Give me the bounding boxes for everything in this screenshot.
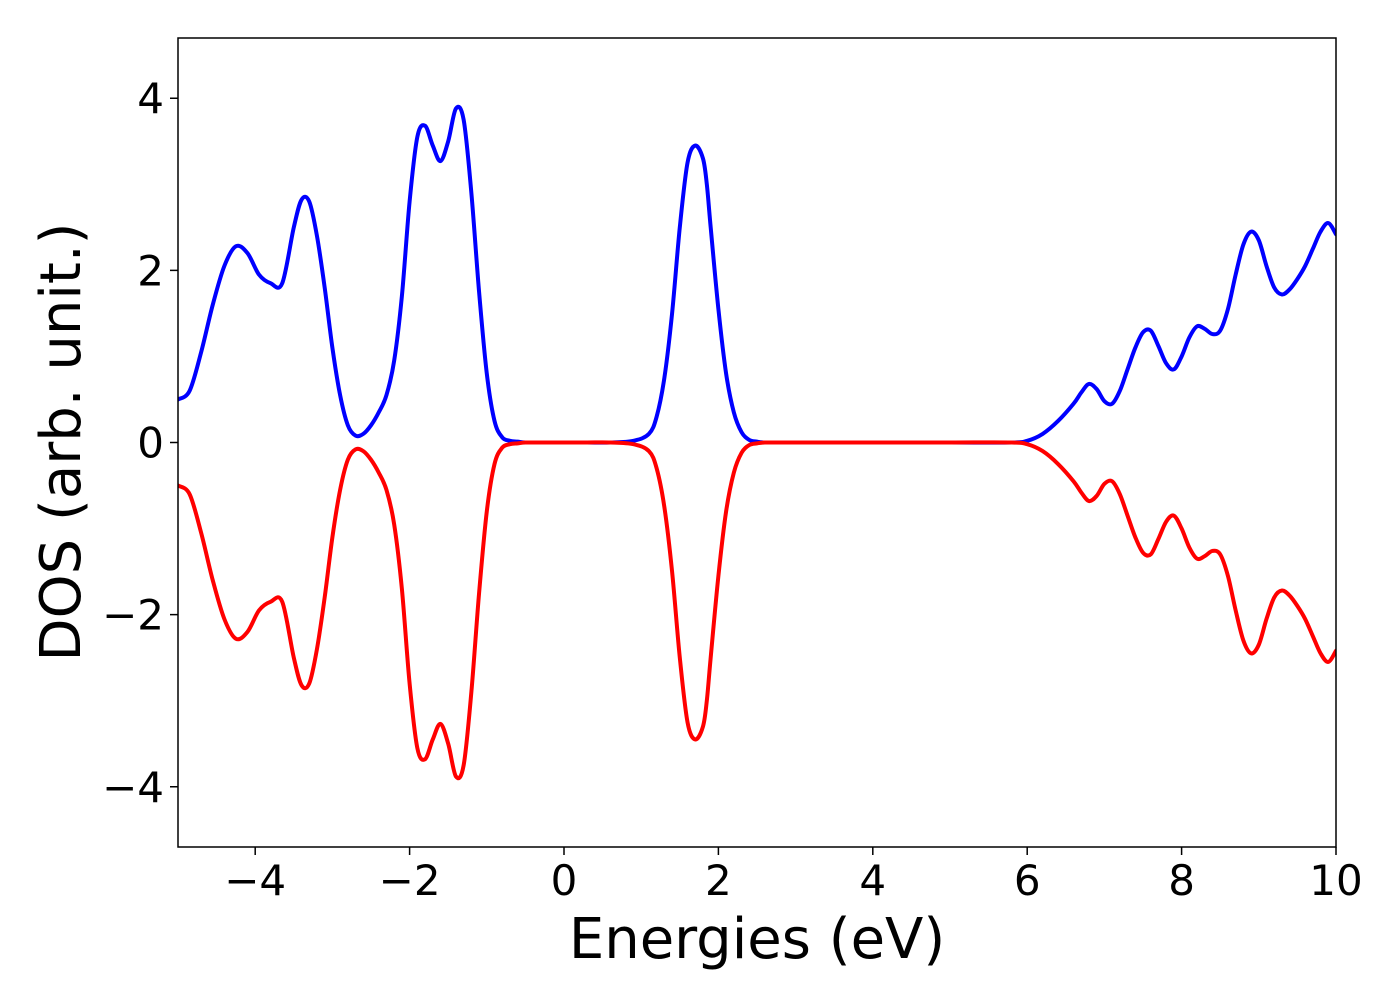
y-tick-label: 0 <box>137 419 164 468</box>
x-tick-label: 2 <box>705 856 732 905</box>
y-axis-title: DOS (arb. unit.) <box>29 222 94 661</box>
x-axis-ticks: −4 −2 0 2 4 6 8 10 <box>224 847 1363 905</box>
x-tick-label: 6 <box>1014 856 1041 905</box>
series-line-1 <box>178 104 1336 445</box>
series-layer <box>178 104 1336 781</box>
series-line-2 <box>178 440 1336 781</box>
y-tick-label: 4 <box>137 74 164 123</box>
y-tick-label: −4 <box>102 763 164 812</box>
y-axis-ticks: −4 −2 0 2 4 <box>102 74 178 812</box>
x-tick-label: −2 <box>379 856 441 905</box>
y-tick-label: 2 <box>137 246 164 295</box>
x-tick-label: −4 <box>224 856 286 905</box>
x-tick-label: 0 <box>551 856 578 905</box>
x-tick-label: 10 <box>1309 856 1362 905</box>
x-axis-title: Energies (eV) <box>569 907 945 972</box>
x-tick-label: 8 <box>1168 856 1195 905</box>
x-tick-label: 4 <box>859 856 886 905</box>
y-tick-label: −2 <box>102 591 164 640</box>
